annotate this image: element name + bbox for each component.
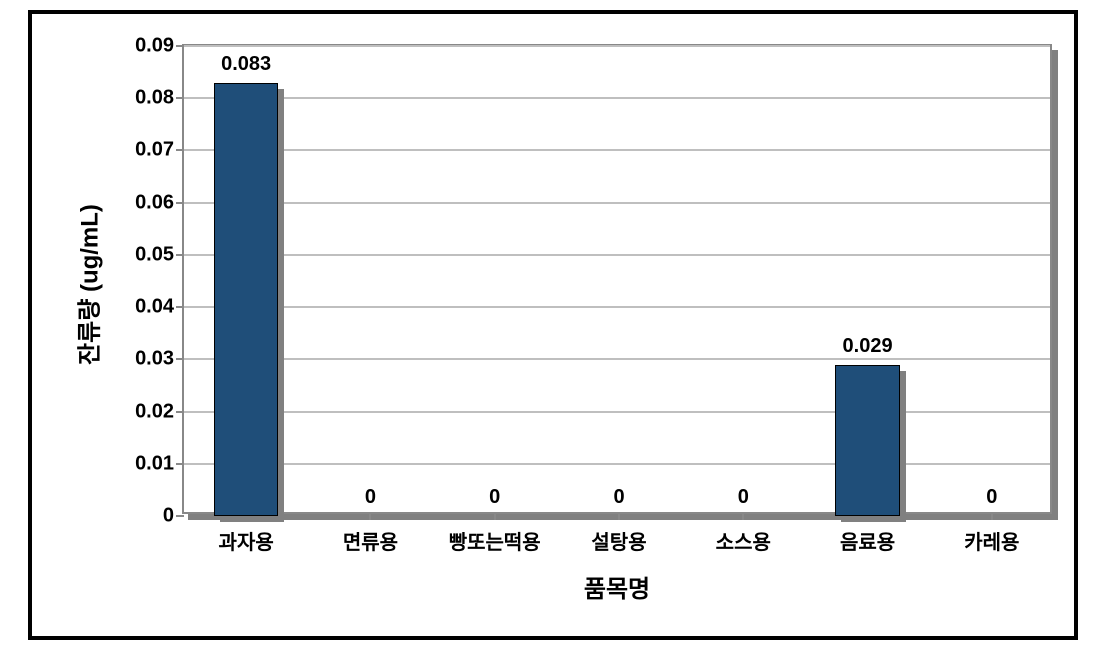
gridline	[184, 463, 1050, 465]
y-tick-label: 0.09	[135, 35, 174, 58]
y-tick-label: 0.01	[135, 452, 174, 475]
y-tick-mark	[176, 358, 184, 360]
bar	[214, 83, 279, 516]
y-tick-mark	[176, 463, 184, 465]
y-axis-title: 잔류량 (ug/mL)	[70, 175, 105, 395]
y-tick-mark	[176, 515, 184, 517]
y-tick-mark	[176, 254, 184, 256]
y-tick-label: 0.02	[135, 400, 174, 423]
y-tick-label: 0.05	[135, 243, 174, 266]
x-tick-mark	[742, 512, 744, 520]
x-tick-label: 과자용	[219, 526, 274, 555]
bar-value-label: 0.083	[221, 53, 271, 76]
x-tick-label: 빵또는떡용	[449, 526, 541, 555]
gridline	[184, 45, 1050, 47]
x-tick-mark	[618, 512, 620, 520]
y-tick-mark	[176, 45, 184, 47]
y-tick-label: 0.06	[135, 191, 174, 214]
gridline	[184, 97, 1050, 99]
x-tick-mark	[369, 512, 371, 520]
bar-value-label: 0	[365, 486, 376, 509]
y-tick-mark	[176, 149, 184, 151]
y-tick-mark	[176, 306, 184, 308]
bar	[835, 365, 900, 516]
plot-area: 00.010.020.030.040.050.060.070.080.090.0…	[182, 44, 1052, 514]
y-tick-mark	[176, 97, 184, 99]
y-tick-label: 0	[163, 505, 174, 528]
x-tick-label: 카레용	[964, 526, 1019, 555]
y-tick-label: 0.07	[135, 139, 174, 162]
x-axis-title: 품목명	[584, 569, 650, 604]
bar-value-label: 0	[489, 486, 500, 509]
x-tick-mark	[991, 512, 993, 520]
x-tick-label: 음료용	[840, 526, 895, 555]
gridline	[184, 306, 1050, 308]
bar-value-label: 0	[738, 486, 749, 509]
gridline	[184, 254, 1050, 256]
bar-value-label: 0	[986, 486, 997, 509]
gridline	[184, 411, 1050, 413]
y-tick-label: 0.03	[135, 348, 174, 371]
x-tick-label: 설탕용	[591, 526, 646, 555]
x-tick-label: 면류용	[343, 526, 398, 555]
gridline	[184, 358, 1050, 360]
bar-value-label: 0	[613, 486, 624, 509]
gridline	[184, 202, 1050, 204]
bar-value-label: 0.029	[843, 335, 893, 358]
y-tick-mark	[176, 202, 184, 204]
chart-container: 0 0.01 0.02 0.03 0.04 0.05 0.06 0.07 0.08 0.09 0.0…	[28, 10, 1078, 640]
gridline	[184, 149, 1050, 151]
y-tick-label: 0.08	[135, 87, 174, 110]
x-tick-label: 소스용	[716, 526, 771, 555]
y-tick-label: 0.04	[135, 296, 174, 319]
y-tick-mark	[176, 411, 184, 413]
x-tick-mark	[494, 512, 496, 520]
